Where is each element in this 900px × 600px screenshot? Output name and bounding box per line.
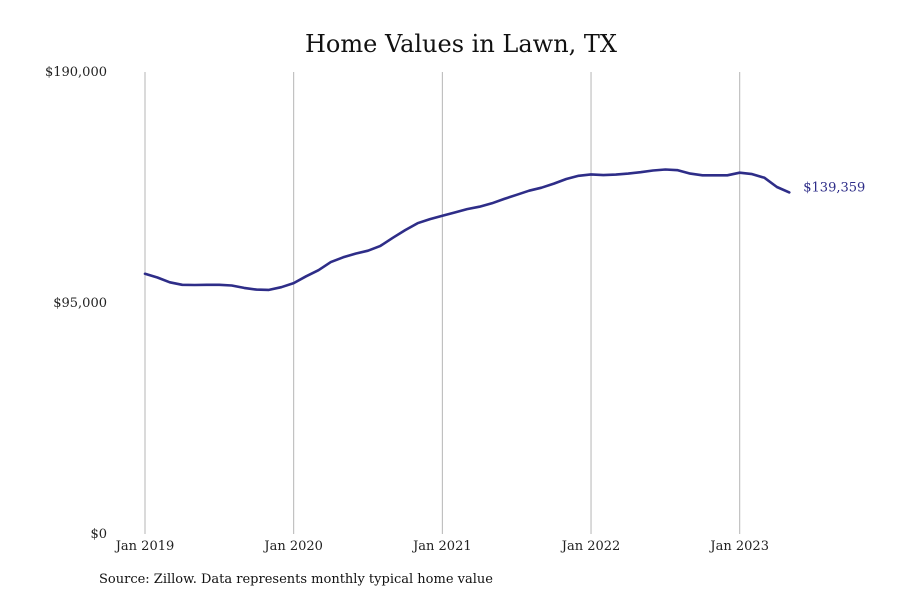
x-tick-label: Jan 2020 <box>262 539 323 554</box>
y-tick-label: $0 <box>90 527 107 542</box>
series-group: $139,359 <box>143 168 865 292</box>
end-value-label: $139,359 <box>803 180 865 195</box>
y-tick-label: $190,000 <box>45 65 107 80</box>
source-note: Source: Zillow. Data represents monthly … <box>99 572 493 587</box>
x-tick-label: Jan 2021 <box>411 539 472 554</box>
chart-title: Home Values in Lawn, TX <box>305 30 617 58</box>
x-gridlines <box>144 72 741 534</box>
y-axis-tick-labels: $0 $95,000 $190,000 <box>45 65 107 542</box>
y-tick-label: $95,000 <box>53 296 107 311</box>
x-tick-label: Jan 2023 <box>708 539 769 554</box>
x-axis-tick-labels: Jan 2019 Jan 2020 Jan 2021 Jan 2022 Jan 2023 <box>114 539 769 554</box>
x-tick-label: Jan 2022 <box>560 539 621 554</box>
home-value-series-line <box>143 168 791 292</box>
x-tick-label: Jan 2019 <box>114 539 175 554</box>
